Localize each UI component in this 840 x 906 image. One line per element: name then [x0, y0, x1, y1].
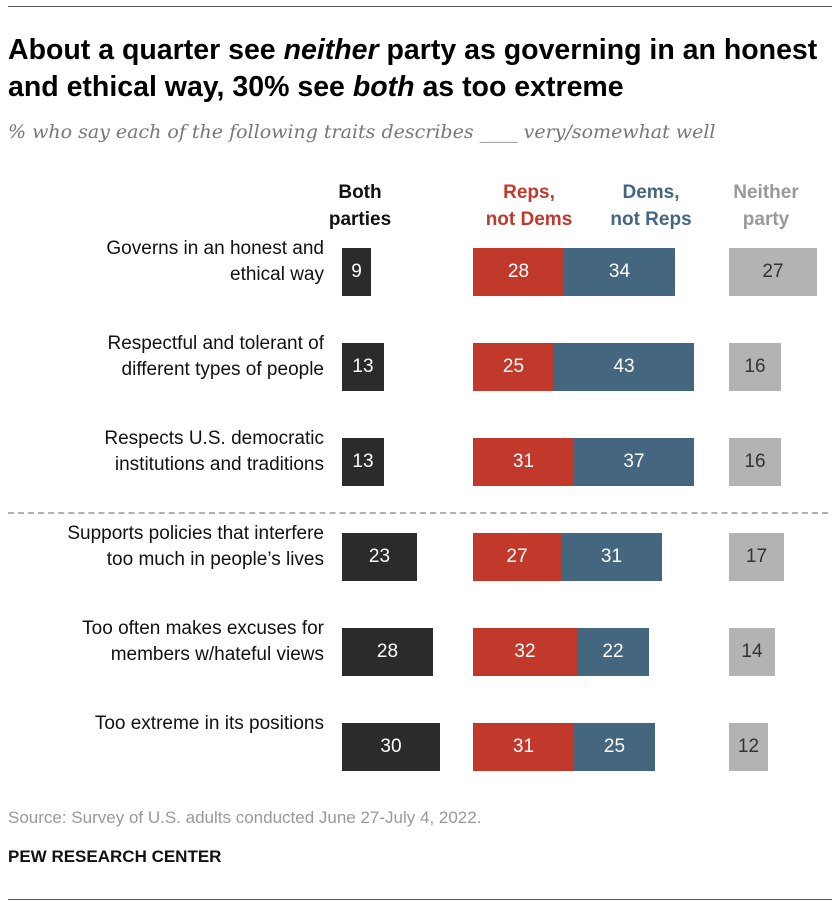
- bar-neither-party: 17: [729, 533, 784, 581]
- column-header-reps-line2: not Dems: [485, 209, 573, 230]
- bar-reps-not-dems: 32: [473, 628, 577, 676]
- row-label: Supports policies that interfere too much…: [67, 521, 324, 573]
- bar-both-parties: 13: [342, 438, 384, 486]
- title-part: both: [352, 71, 415, 103]
- bar-neither-party: 27: [729, 248, 817, 296]
- bar-dems-not-reps: 31: [561, 533, 662, 581]
- bar-dems-not-reps: 34: [564, 248, 675, 296]
- title-part: as too extreme: [414, 71, 624, 103]
- pew-credit: PEW RESEARCH CENTER: [8, 847, 222, 866]
- row-label-line: Respects U.S. democratic: [104, 428, 324, 449]
- column-header-both: Both parties: [318, 179, 402, 233]
- column-header-dems-line2: not Reps: [610, 209, 692, 230]
- top-rule: [8, 6, 832, 7]
- bar-both-parties: 30: [342, 723, 440, 771]
- bar-neither-party: 16: [729, 438, 781, 486]
- column-header-dems-line1: Dems,: [622, 182, 680, 203]
- bar-both-parties: 9: [342, 248, 371, 296]
- column-header-reps: Reps, not Dems: [470, 179, 588, 233]
- row-label: Too extreme in its positions: [95, 711, 324, 737]
- column-header-dems: Dems, not Reps: [596, 179, 706, 233]
- bar-neither-party: 16: [729, 343, 781, 391]
- bar-reps-not-dems: 31: [473, 438, 574, 486]
- column-header-neither-line2: party: [742, 209, 790, 230]
- bar-reps-not-dems: 25: [473, 343, 554, 391]
- chart-subtitle: % who say each of the following traits d…: [8, 121, 716, 143]
- row-label-line: Too extreme in its positions: [94, 713, 324, 734]
- bar-neither-party: 12: [729, 723, 768, 771]
- bar-reps-not-dems: 28: [473, 248, 564, 296]
- row-label-line: Too often makes excuses for: [82, 618, 324, 639]
- section-divider: [8, 512, 828, 514]
- bar-both-parties: 28: [342, 628, 433, 676]
- row-label-line: too much in people’s lives: [106, 549, 324, 570]
- bar-dems-not-reps: 43: [554, 343, 694, 391]
- chart-title: About a quarter see neither party as gov…: [8, 32, 832, 106]
- bottom-rule: [8, 899, 832, 900]
- title-part: About a quarter see: [8, 34, 284, 66]
- column-header-neither: Neither party: [716, 179, 816, 233]
- bar-reps-not-dems: 27: [473, 533, 561, 581]
- row-label: Governs in an honest and ethical way: [106, 236, 324, 288]
- row-label-line: Governs in an honest and: [106, 238, 324, 259]
- row-label: Too often makes excuses for members w/hat…: [82, 616, 324, 668]
- column-header-neither-line1: Neither: [733, 182, 799, 203]
- column-header-both-line1: Both: [338, 182, 382, 203]
- row-label-line: institutions and traditions: [114, 454, 324, 475]
- source-note: Source: Survey of U.S. adults conducted …: [8, 808, 482, 827]
- bar-dems-not-reps: 22: [577, 628, 649, 676]
- row-label-line: Respectful and tolerant of: [107, 333, 324, 354]
- column-header-both-line2: parties: [328, 209, 392, 230]
- row-label-line: Supports policies that interfere: [67, 523, 324, 544]
- bar-both-parties: 13: [342, 343, 384, 391]
- bar-dems-not-reps: 37: [574, 438, 694, 486]
- row-label-line: members w/hateful views: [110, 644, 324, 665]
- row-label-line: ethical way: [230, 264, 324, 285]
- row-label: Respectful and tolerant of different type…: [107, 331, 324, 383]
- row-label: Respects U.S. democratic institutions and…: [104, 426, 324, 478]
- bar-neither-party: 14: [729, 628, 775, 676]
- bar-reps-not-dems: 31: [473, 723, 574, 771]
- column-header-reps-line1: Reps,: [503, 182, 555, 203]
- title-part: neither: [283, 34, 379, 66]
- row-label-line: different types of people: [121, 359, 324, 380]
- title-part: party as governing in an honest and ethi…: [8, 34, 818, 103]
- bar-dems-not-reps: 25: [574, 723, 655, 771]
- bar-both-parties: 23: [342, 533, 417, 581]
